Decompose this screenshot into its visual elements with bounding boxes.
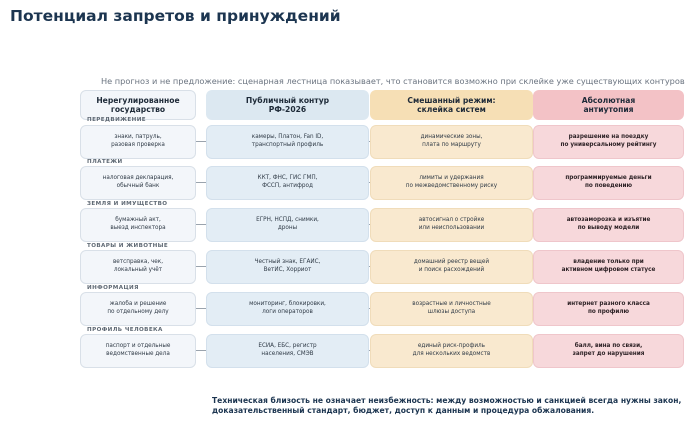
cell-public-contour: мониторинг, блокировки, логи операторов	[206, 292, 369, 326]
cell-mixed-regime: домашний реестр вещей и поиск расхождений	[370, 250, 533, 284]
row-label: ИНФОРМАЦИЯ	[87, 285, 139, 291]
connector-line	[362, 224, 376, 225]
cell-mixed-regime: возрастные и личностные шлюзы доступа	[370, 292, 533, 326]
cell-absolute-dystopia: программируемые деньги по поведению	[533, 166, 684, 200]
connector-line	[362, 308, 376, 309]
row-label: ПЕРЕДВИЖЕНИЕ	[87, 117, 147, 123]
cell-unregulated: знаки, патруль, разовая проверка	[80, 125, 196, 159]
connector-line	[190, 141, 210, 142]
column-header-mixed-regime: Смешанный режим: склейка систем	[370, 90, 533, 120]
cell-unregulated: жалоба и решение по отдельному делу	[80, 292, 196, 326]
column-header-absolute-dystopia: Абсолютная антиутопия	[533, 90, 684, 120]
cell-absolute-dystopia: владение только при активном цифровом ста…	[533, 250, 684, 284]
column-header-public-contour: Публичный контур РФ-2026	[206, 90, 369, 120]
cell-mixed-regime: лимиты и удержания по межведомственному р…	[370, 166, 533, 200]
cell-unregulated: паспорт и отдельные ведомственные дела	[80, 334, 196, 368]
cell-public-contour: ККТ, ФНС, ГИС ГМП, ФССП, антифрод	[206, 166, 369, 200]
row-label: ЗЕМЛЯ И ИМУЩЕСТВО	[87, 201, 168, 207]
cell-public-contour: Честный знак, ЕГАИС, ВетИС, Хорриот	[206, 250, 369, 284]
cell-absolute-dystopia: разрешение на поездку по универсальному р…	[533, 125, 684, 159]
cell-unregulated: ветсправка, чек, локальный учёт	[80, 250, 196, 284]
cell-absolute-dystopia: интернет разного класса по профилю	[533, 292, 684, 326]
cell-mixed-regime: автосигнал о стройке или неиспользовании	[370, 208, 533, 242]
cell-mixed-regime: динамические зоны, плата по маршруту	[370, 125, 533, 159]
cell-mixed-regime: единый риск-профиль для нескольких ведомс…	[370, 334, 533, 368]
page-title: Потенциал запретов и принуждений	[10, 7, 341, 25]
row-label: ПЛАТЕЖИ	[87, 159, 123, 165]
connector-line	[190, 224, 210, 225]
connector-line	[190, 266, 210, 267]
cell-absolute-dystopia: балл, вина по связи, запрет до нарушения	[533, 334, 684, 368]
row-label: ПРОФИЛЬ ЧЕЛОВЕКА	[87, 327, 163, 333]
row-label: ТОВАРЫ И ЖИВОТНЫЕ	[87, 243, 169, 249]
cell-unregulated: налоговая декларация, обычный банк	[80, 166, 196, 200]
connector-line	[190, 350, 210, 351]
column-header-unregulated: Нерегулированное государство	[80, 90, 196, 120]
cell-absolute-dystopia: автозаморозка и изъятие по выводу модели	[533, 208, 684, 242]
connector-line	[362, 266, 376, 267]
cell-public-contour: ЕСИА, ЕБС, регистр населения, СМЭВ	[206, 334, 369, 368]
connector-line	[190, 308, 210, 309]
cell-public-contour: ЕГРН, НСПД, снимки, дроны	[206, 208, 369, 242]
cell-public-contour: камеры, Платон, Fan ID, транспортный проф…	[206, 125, 369, 159]
connector-line	[362, 141, 376, 142]
footnote: Техническая близость не означает неизбеж…	[212, 396, 682, 415]
connector-line	[362, 182, 376, 183]
page-subtitle: Не прогноз и не предложение: сценарная л…	[101, 76, 685, 86]
cell-unregulated: бумажный акт, выезд инспектора	[80, 208, 196, 242]
connector-line	[190, 182, 210, 183]
connector-line	[362, 350, 376, 351]
